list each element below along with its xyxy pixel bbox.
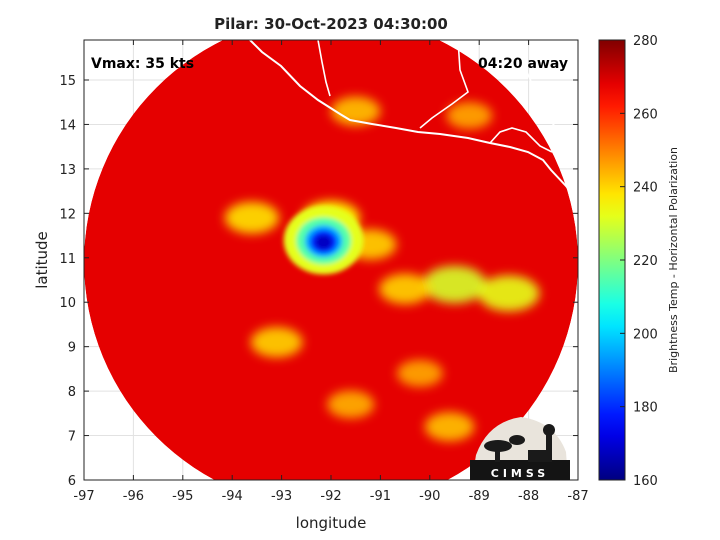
- y-tick-label: 10: [59, 296, 76, 311]
- convection-cell: [224, 201, 280, 234]
- vmax-label: Vmax: 35 kts: [91, 56, 194, 72]
- x-tick-label: -91: [370, 489, 391, 504]
- cold-core-ring: [315, 235, 332, 250]
- y-axis-label: latitude: [33, 231, 51, 289]
- colorbar-tick-label: 220: [633, 254, 658, 269]
- border-line: [489, 127, 553, 153]
- border-line: [419, 40, 469, 129]
- convection-cell: [422, 265, 487, 304]
- y-tick-label: 9: [68, 341, 76, 356]
- cimss-logo: CIMSS: [470, 417, 570, 480]
- x-tick-label: -87: [567, 489, 588, 504]
- y-tick-label: 7: [68, 430, 76, 445]
- convection-cell: [478, 275, 540, 312]
- y-tick-label: 8: [68, 385, 76, 400]
- convection-cell: [424, 412, 475, 442]
- chart-title: Pilar: 30-Oct-2023 04:30:00: [214, 15, 448, 33]
- x-axis: -97 -96 -95 -94 -93 -92 -91 -90 -89 -88 -87: [73, 40, 589, 504]
- y-tick-label: 6: [68, 474, 76, 489]
- storm-core: [283, 206, 364, 275]
- x-tick-label: -93: [271, 489, 292, 504]
- x-tick-label: -94: [222, 489, 243, 504]
- colorbar-tick-label: 200: [633, 327, 658, 342]
- colorbar-tick-label: 260: [633, 107, 658, 122]
- convection-cell: [330, 96, 381, 126]
- colorbar-ticks: 280 260 240 220 200 180 160: [620, 34, 658, 489]
- cimss-logo-text: CIMSS: [491, 467, 549, 480]
- y-tick-label: 12: [59, 207, 76, 222]
- convection-cell: [396, 359, 443, 387]
- colorbar-tick-label: 280: [633, 34, 658, 49]
- coastline: [249, 40, 578, 201]
- x-axis-label: longitude: [296, 514, 367, 532]
- colorbar-label: Brightness Temp - Horizontal Polarizatio…: [667, 147, 680, 373]
- y-tick-label: 11: [59, 252, 76, 267]
- colorbar-tick-label: 180: [633, 401, 658, 416]
- y-tick-label: 14: [59, 118, 76, 133]
- border-line: [317, 40, 331, 97]
- x-tick-label: -90: [419, 489, 440, 504]
- y-axis: 6 7 8 9 10 11 12 13 14 15: [59, 74, 578, 489]
- x-tick-label: -92: [320, 489, 341, 504]
- time-away-label: 04:20 away: [478, 56, 568, 72]
- colorbar-tick-label: 240: [633, 181, 658, 196]
- x-tick-label: -88: [518, 489, 539, 504]
- y-tick-label: 13: [59, 163, 76, 178]
- x-tick-label: -95: [172, 489, 193, 504]
- convection-cell: [379, 273, 432, 305]
- border-line: [519, 40, 578, 151]
- colorbar-tick-label: 160: [633, 474, 658, 489]
- x-tick-label: -96: [123, 489, 144, 504]
- convection-cell: [446, 102, 493, 130]
- convection-cell: [250, 326, 303, 358]
- x-tick-label: -89: [469, 489, 490, 504]
- y-tick-label: 15: [59, 74, 76, 89]
- convection-cell: [327, 390, 375, 419]
- x-tick-label: -97: [73, 489, 94, 504]
